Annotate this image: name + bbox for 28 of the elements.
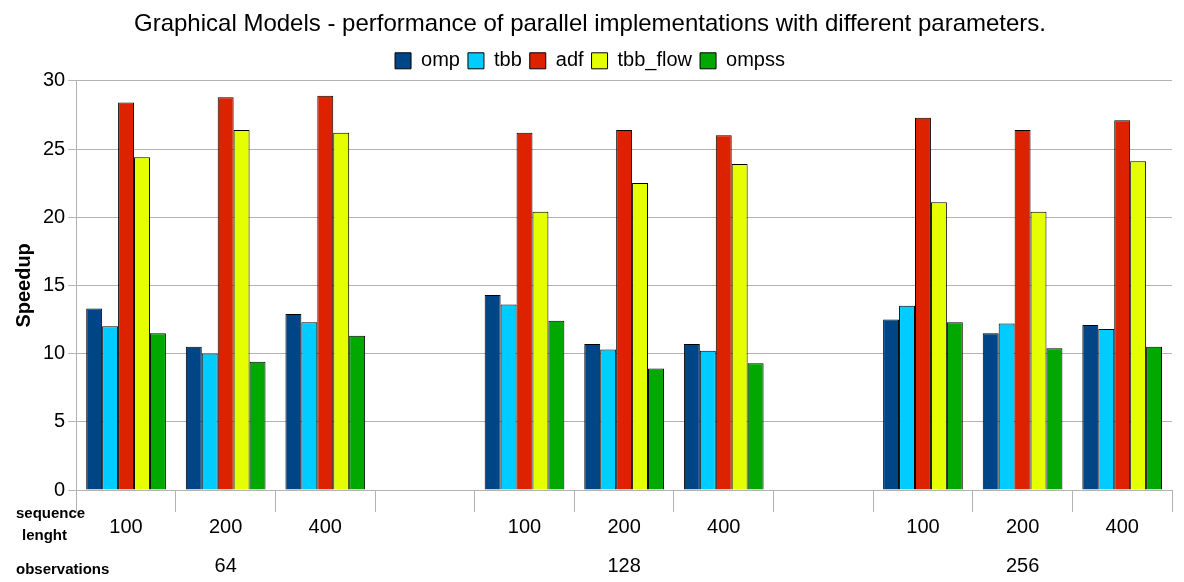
y-tick-label: 15 (43, 272, 66, 295)
legend-label: tbb (493, 48, 522, 71)
legend-label: ompss (726, 48, 785, 71)
x-tick-label: 400 (308, 514, 342, 537)
x-tick-label: 100 (507, 514, 542, 537)
x-tick-label: 100 (109, 514, 143, 537)
legend-label: omp (421, 48, 460, 71)
legend-label: tbb_flow (617, 48, 693, 72)
chart-title: Graphical Models - performance of parallel implementations with different parameters. (134, 9, 1046, 37)
y-tick-label: 25 (43, 136, 66, 159)
text: sequence lenght (16, 504, 86, 544)
y-tick-label: 0 (54, 477, 66, 500)
x-tick-label: 400 (707, 514, 741, 537)
legend-label: adf (555, 48, 584, 71)
x-tick-label: 400 (1105, 514, 1139, 537)
text: 64 (214, 553, 237, 576)
x-tick-label: 200 (208, 514, 243, 537)
y-axis-title: Speedup (11, 243, 34, 328)
x-tick-label: 200 (1005, 514, 1040, 537)
text: 128 (607, 553, 641, 576)
text: 256 (1005, 553, 1040, 576)
y-tick-label: 20 (43, 204, 66, 227)
y-tick-label: 10 (43, 341, 66, 364)
y-tick-label: 30 (43, 68, 66, 91)
x-tick-label: 200 (607, 514, 641, 537)
y-tick-label: 5 (54, 409, 66, 432)
x-tick-label: 100 (906, 514, 940, 537)
text: observations (16, 560, 110, 578)
